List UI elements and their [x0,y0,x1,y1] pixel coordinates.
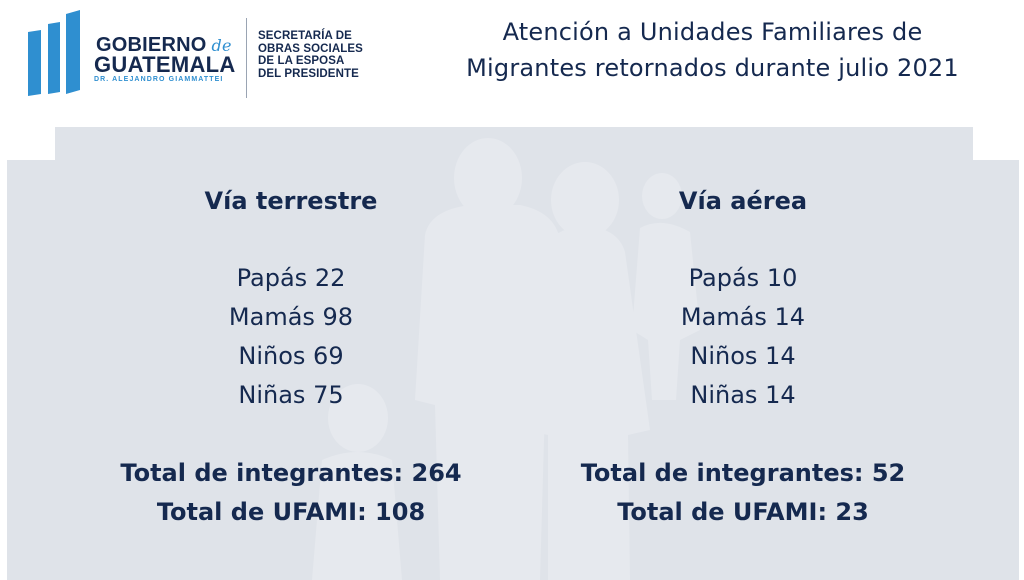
sosep-logo-text: SECRETARÍA DE OBRAS SOCIALES DE LA ESPOS… [258,30,388,80]
logo-gobierno: GOBIERNO de [96,34,232,56]
via-aerea-heading: Vía aérea [678,187,808,215]
aerea-total-ufami: Total de UFAMI: 23 [617,498,869,526]
aerea-totals: Total de integrantes: 52 Total de UFAMI:… [508,454,978,532]
sosep-line: OBRAS SOCIALES [258,42,363,55]
via-terrestre-heading: Vía terrestre [204,187,378,215]
logo-president: DR. ALEJANDRO GIAMMATTEI [94,76,224,83]
title-line-1: Atención a Unidades Familiares de [502,18,923,46]
via-aerea-column: Vía aérea Papás 10 Mamás 14 Niños 14 Niñ… [508,182,978,532]
terrestre-total-ufami: Total de UFAMI: 108 [156,498,426,526]
sosep-line: DEL PRESIDENTE [258,67,359,80]
terrestre-ninos: Niños 69 [238,342,344,370]
aerea-papas: Papás 10 [688,264,798,292]
terrestre-mamas: Mamás 98 [228,303,354,331]
sosep-line: DE LA ESPOSA [258,55,345,67]
guatemala-flag-mark-icon [28,10,80,96]
via-terrestre-column: Vía terrestre Papás 22 Mamás 98 Niños 69… [56,182,526,532]
title-line-2: Migrantes retornados durante julio 2021 [466,54,959,82]
sosep-line: SECRETARÍA DE [258,30,352,42]
terrestre-ninas: Niñas 75 [238,381,344,409]
terrestre-total-integrantes: Total de integrantes: 264 [120,459,462,487]
logo-guatemala: GUATEMALA [94,52,236,77]
terrestre-totals: Total de integrantes: 264 Total de UFAMI… [56,454,526,532]
aerea-ninas: Niñas 14 [690,381,796,409]
aerea-total-integrantes: Total de integrantes: 52 [580,459,906,487]
page-title: Atención a Unidades Familiares de Migran… [430,14,995,86]
gobierno-guatemala-logo: GOBIERNO de GUATEMALA DR. ALEJANDRO GIAMM… [28,10,378,102]
logo-de: de [211,36,232,55]
terrestre-papas: Papás 22 [236,264,346,292]
logo-divider [246,18,247,98]
header: GOBIERNO de GUATEMALA DR. ALEJANDRO GIAMM… [0,0,1024,128]
aerea-ninos: Niños 14 [690,342,796,370]
aerea-mamas: Mamás 14 [680,303,806,331]
